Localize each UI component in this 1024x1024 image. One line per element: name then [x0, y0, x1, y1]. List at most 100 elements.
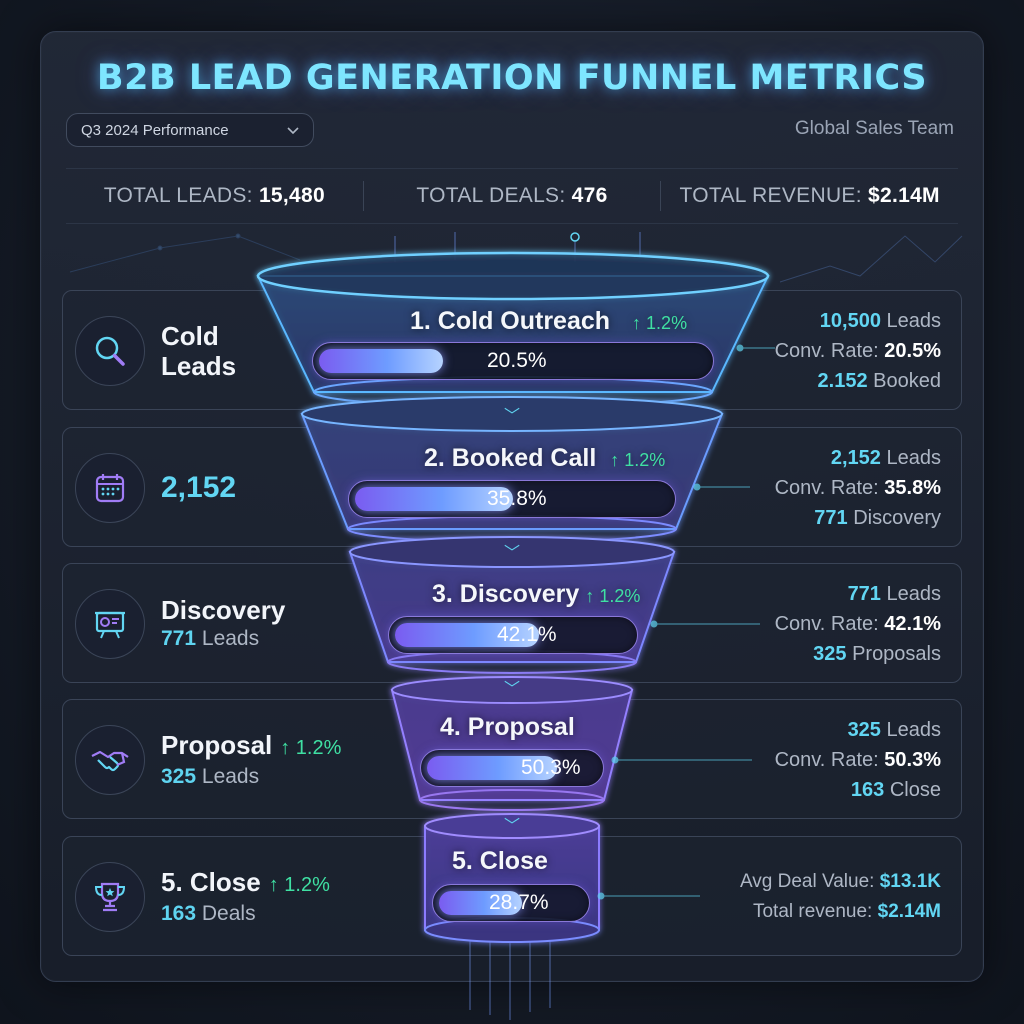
conv-line: Conv. Rate: 50.3%	[775, 745, 941, 775]
revenue-line: Total revenue: $2.14M	[753, 897, 941, 927]
page-title: B2B LEAD GENERATION FUNNEL METRICS	[96, 58, 928, 98]
funnel-stage-5-label: 5. Close	[452, 847, 548, 876]
progress-value: 20.5%	[487, 349, 547, 372]
team-label: Global Sales Team	[794, 118, 954, 139]
stage-name: Cold Leads	[161, 321, 237, 381]
progress-bar-stage-3: 42.1%	[388, 616, 638, 654]
conv-line: Conv. Rate: 35.8%	[775, 473, 941, 503]
stat-label: TOTAL LEADS:	[103, 184, 253, 207]
trend-up-badge: ↑ 1.2%	[280, 736, 342, 759]
stage-metrics: 2,152 Leads Conv. Rate: 35.8% 771 Discov…	[775, 428, 941, 548]
avg-deal-label: Avg Deal Value:	[739, 871, 875, 892]
revenue-value: $2.14M	[877, 901, 941, 922]
avg-deal-line: Avg Deal Value: $13.1K	[740, 867, 941, 897]
stage-sub-label: Leads	[201, 627, 260, 650]
stage-sub-label: Leads	[201, 764, 260, 788]
connector-lines	[597, 344, 775, 900]
next-value: 2.152	[817, 370, 868, 392]
stage-left: 5. Close ↑ 1.2% 163 Deals	[161, 837, 330, 957]
divider	[660, 181, 662, 211]
stat-label: TOTAL REVENUE:	[679, 184, 862, 207]
trophy-icon	[75, 862, 145, 932]
funnel-stage-4-label: 4. Proposal	[440, 713, 575, 742]
next-line: 771 Discovery	[814, 503, 941, 533]
conv-label: Conv. Rate:	[774, 477, 879, 499]
funnel-stage-3-label: 3. Discovery ↑ 1.2%	[432, 580, 640, 609]
stage-title: 1. Cold Outreach	[410, 307, 611, 335]
stage-name: 5. Close	[161, 866, 261, 897]
funnel-stage-2-label: 2. Booked Call ↑ 1.2%	[424, 444, 665, 473]
stat-total-deals: TOTAL DEALS: 476	[364, 184, 661, 208]
stat-label: TOTAL DEALS:	[416, 184, 566, 207]
progress-fill	[427, 756, 557, 780]
stat-total-revenue: TOTAL REVENUE: $2.14M	[661, 184, 958, 208]
trend-up-badge: ↑ 1.2%	[585, 586, 641, 606]
stage-metrics: 10,500 Leads Conv. Rate: 20.5% 2.152 Boo…	[775, 291, 941, 411]
avg-deal-value: $13.1K	[879, 871, 941, 892]
next-label: Booked	[873, 370, 941, 392]
next-line: 2.152 Booked	[818, 366, 941, 396]
leads-line: 771 Leads	[848, 579, 941, 609]
progress-bar-stage-1: 20.5%	[312, 342, 714, 380]
stage-title: 2. Booked Call	[424, 444, 597, 472]
magnifier-icon	[75, 316, 145, 386]
progress-fill	[355, 487, 514, 511]
trend-up-badge: ↑ 1.2%	[268, 873, 330, 896]
next-label: Discovery	[853, 507, 941, 529]
next-line: 163 Close	[851, 775, 941, 805]
trend-up-badge: ↑ 1.2%	[610, 450, 666, 470]
progress-bar-stage-2: 35.8%	[348, 480, 676, 518]
leads-line: 10,500 Leads	[820, 306, 941, 336]
stage-sub: 325 Leads	[161, 763, 341, 791]
handshake-icon	[75, 725, 145, 795]
divider	[362, 181, 364, 211]
stage-left: Discovery 771 Leads	[161, 564, 285, 684]
calendar-icon	[75, 453, 145, 523]
glow-dot	[570, 232, 580, 242]
progress-value: 50.3%	[521, 756, 581, 779]
next-label: Proposals	[852, 643, 941, 665]
conv-value: 20.5%	[884, 340, 941, 362]
progress-fill	[319, 349, 443, 373]
leads-label: Leads	[886, 583, 942, 605]
conv-value: 42.1%	[884, 613, 941, 635]
leads-value: 10,500	[819, 310, 881, 332]
stat-value: 15,480	[258, 184, 325, 207]
stat-value: $2.14M	[868, 184, 940, 207]
summary-stats-bar: TOTAL LEADS: 15,480 TOTAL DEALS: 476 TOT…	[66, 168, 958, 224]
leads-line: 2,152 Leads	[831, 443, 941, 473]
background-network-decoration	[69, 233, 963, 283]
next-label: Close	[889, 779, 941, 801]
chevron-down-icon: ﹀	[504, 681, 521, 698]
conv-label: Conv. Rate:	[774, 749, 879, 771]
progress-value: 28.7%	[489, 891, 549, 914]
stage-sub-value: 163	[161, 901, 197, 925]
period-dropdown[interactable]: Q3 2024 Performance	[66, 113, 314, 147]
stage-left: Cold Leads	[161, 291, 271, 411]
trend-up-badge: ↑ 1.2%	[632, 313, 688, 333]
progress-value: 35.8%	[487, 487, 547, 510]
progress-bar-stage-4: 50.3%	[420, 749, 604, 787]
leads-value: 2,152	[830, 447, 881, 469]
stage-name-line: Proposal ↑ 1.2%	[161, 730, 341, 763]
stage-left: Proposal ↑ 1.2% 325 Leads	[161, 700, 341, 820]
stat-value: 476	[571, 184, 608, 207]
stage-title: 5. Close	[452, 847, 548, 875]
stage-value: 2,152	[161, 471, 237, 504]
stage-metrics: 771 Leads Conv. Rate: 42.1% 325 Proposal…	[775, 564, 941, 684]
stage-title: 4. Proposal	[440, 713, 575, 741]
leads-label: Leads	[886, 719, 942, 741]
stage-metrics: 325 Leads Conv. Rate: 50.3% 163 Close	[775, 700, 941, 820]
stage-sub-value: 771	[161, 627, 197, 650]
leads-value: 325	[847, 719, 881, 741]
leads-label: Leads	[886, 310, 942, 332]
stage-left: 2,152	[161, 428, 236, 548]
funnel-stage-1-label: 1. Cold Outreach ↑ 1.2%	[410, 307, 687, 336]
revenue-label: Total revenue:	[752, 901, 873, 922]
chevron-down-icon: ﹀	[504, 818, 521, 835]
progress-fill	[395, 623, 540, 647]
conv-line: Conv. Rate: 20.5%	[775, 336, 941, 366]
conv-label: Conv. Rate:	[774, 340, 879, 362]
next-value: 771	[814, 507, 848, 529]
conv-value: 35.8%	[884, 477, 941, 499]
